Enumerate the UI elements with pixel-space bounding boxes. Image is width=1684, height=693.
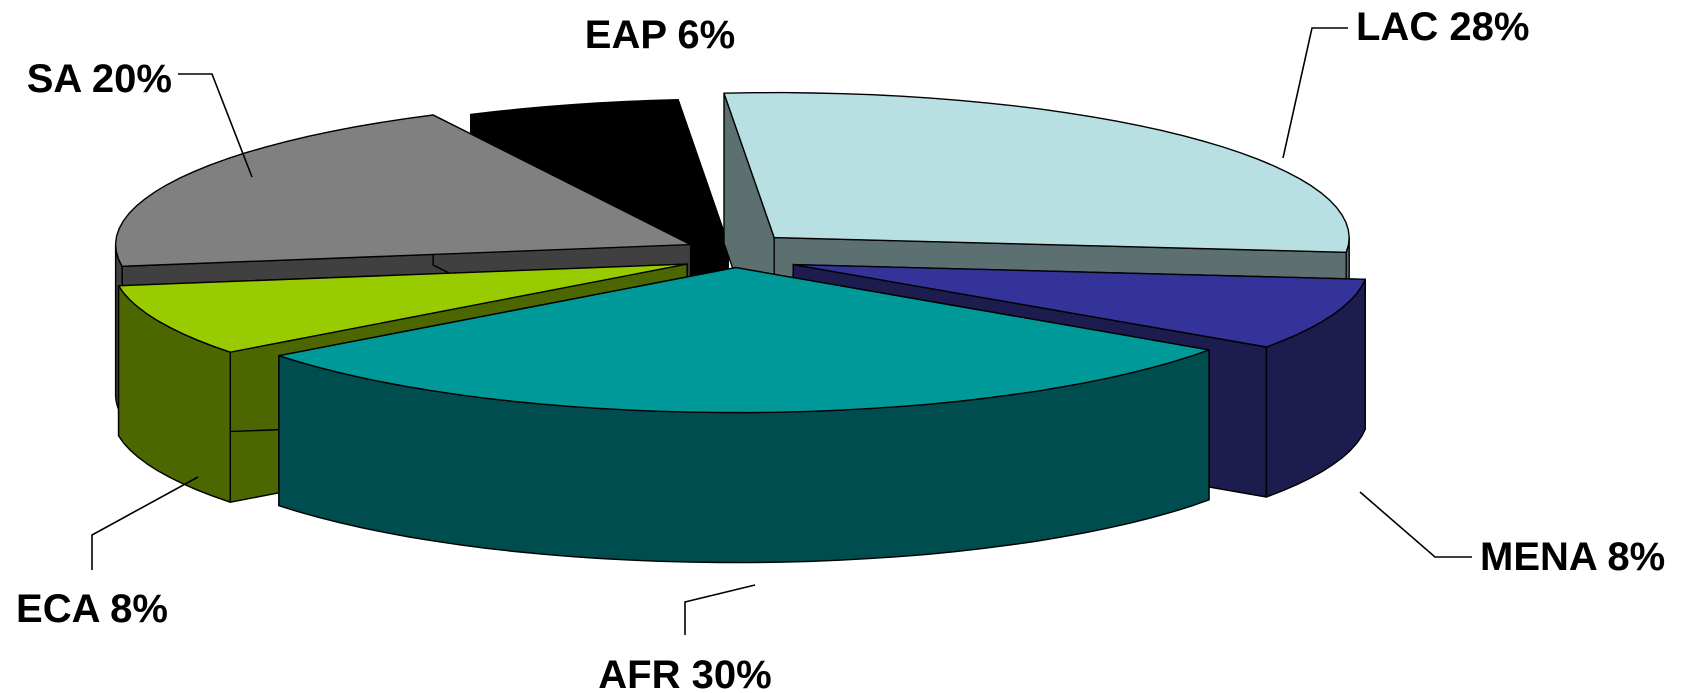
slice-label-mena: MENA 8% xyxy=(1480,535,1665,579)
slice-label-lac: LAC 28% xyxy=(1356,5,1529,49)
leader-line-mena xyxy=(1359,491,1472,558)
slice-layer xyxy=(114,91,1366,564)
slice-label-eap: EAP 6% xyxy=(585,13,735,57)
pie-slice-top-lac xyxy=(723,91,1350,254)
leader-line-afr xyxy=(684,584,756,635)
slice-label-afr: AFR 30% xyxy=(598,653,771,693)
leader-line-sa xyxy=(178,73,253,178)
pie-slice-top-eap xyxy=(470,98,729,245)
leader-line-eca xyxy=(91,476,199,570)
pie-slice-top-afr xyxy=(278,266,1210,414)
leader-layer xyxy=(91,27,1472,635)
pie-slice-top-eca xyxy=(117,263,688,353)
leader-line-lac xyxy=(1282,27,1348,159)
pie-slice-top-sa xyxy=(114,114,692,267)
pie-slice-top-mena xyxy=(792,263,1366,348)
pie-slice-afr xyxy=(278,266,1210,564)
slice-label-eca: ECA 8% xyxy=(16,587,168,631)
slice-label-sa: SA 20% xyxy=(27,57,172,101)
label-layer: LAC 28% MENA 8% AFR 30% ECA 8% SA 20% EAP 6% xyxy=(16,5,1665,693)
